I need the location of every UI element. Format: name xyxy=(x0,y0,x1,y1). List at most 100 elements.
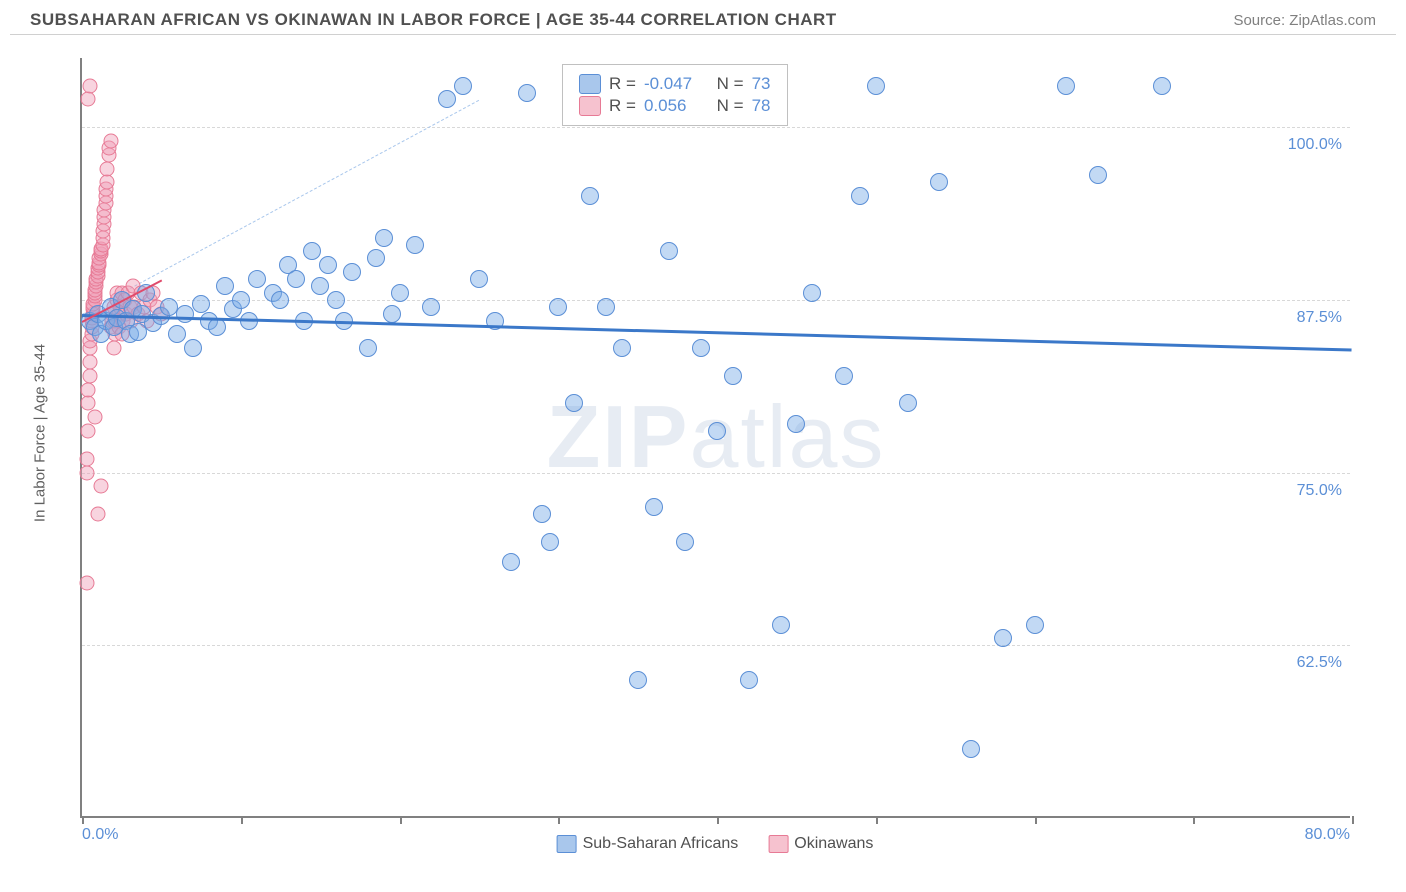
y-tick-label: 87.5% xyxy=(1297,309,1342,327)
point-okinawan xyxy=(103,133,118,148)
point-subsaharan xyxy=(343,263,361,281)
legend-row: R = -0.047 N = 73 xyxy=(579,74,771,94)
point-subsaharan xyxy=(422,298,440,316)
point-subsaharan xyxy=(287,270,305,288)
point-subsaharan xyxy=(1089,166,1107,184)
point-subsaharan xyxy=(192,295,210,313)
point-subsaharan xyxy=(502,553,520,571)
point-subsaharan xyxy=(676,533,694,551)
point-subsaharan xyxy=(565,394,583,412)
point-subsaharan xyxy=(645,498,663,516)
point-subsaharan xyxy=(613,339,631,357)
point-subsaharan xyxy=(533,505,551,523)
gridline xyxy=(82,127,1350,128)
point-subsaharan xyxy=(660,242,678,260)
point-subsaharan xyxy=(319,256,337,274)
n-label: N = xyxy=(712,74,744,94)
point-subsaharan xyxy=(248,270,266,288)
point-okinawan xyxy=(81,396,96,411)
y-tick-label: 62.5% xyxy=(1297,654,1342,672)
point-subsaharan xyxy=(391,284,409,302)
point-okinawan xyxy=(100,161,115,176)
trend-line xyxy=(82,314,1352,352)
point-subsaharan xyxy=(383,305,401,323)
point-subsaharan xyxy=(168,325,186,343)
point-subsaharan xyxy=(375,229,393,247)
y-tick-label: 100.0% xyxy=(1288,136,1342,154)
point-subsaharan xyxy=(454,77,472,95)
point-subsaharan xyxy=(899,394,917,412)
r-value: 0.056 xyxy=(644,96,704,116)
point-subsaharan xyxy=(232,291,250,309)
point-subsaharan xyxy=(311,277,329,295)
x-tick xyxy=(1352,816,1354,824)
x-tick xyxy=(558,816,560,824)
point-subsaharan xyxy=(772,616,790,634)
point-okinawan xyxy=(79,451,94,466)
point-okinawan xyxy=(81,424,96,439)
point-subsaharan xyxy=(438,90,456,108)
point-subsaharan xyxy=(406,236,424,254)
point-subsaharan xyxy=(803,284,821,302)
point-subsaharan xyxy=(367,249,385,267)
x-tick-label: 80.0% xyxy=(1305,826,1350,844)
r-value: -0.047 xyxy=(644,74,704,94)
point-subsaharan xyxy=(724,367,742,385)
legend-label: Sub-Saharan Africans xyxy=(583,835,739,852)
n-value: 73 xyxy=(752,74,771,94)
x-tick xyxy=(1193,816,1195,824)
point-subsaharan xyxy=(359,339,377,357)
point-subsaharan xyxy=(216,277,234,295)
point-subsaharan xyxy=(271,291,289,309)
point-subsaharan xyxy=(851,187,869,205)
r-label: R = xyxy=(609,96,636,116)
point-subsaharan xyxy=(1153,77,1171,95)
point-subsaharan xyxy=(1026,616,1044,634)
legend-row: R = 0.056 N = 78 xyxy=(579,96,771,116)
y-axis-label: In Labor Force | Age 35-44 xyxy=(32,344,49,522)
point-subsaharan xyxy=(208,318,226,336)
point-subsaharan xyxy=(692,339,710,357)
gridline xyxy=(82,645,1350,646)
point-subsaharan xyxy=(835,367,853,385)
point-subsaharan xyxy=(994,629,1012,647)
point-subsaharan xyxy=(541,533,559,551)
chart-header: SUBSAHARAN AFRICAN VS OKINAWAN IN LABOR … xyxy=(10,0,1396,35)
chart-area: In Labor Force | Age 35-44 ZIPatlas R =-… xyxy=(50,48,1350,818)
gridline xyxy=(82,473,1350,474)
point-okinawan xyxy=(87,410,102,425)
legend-label: Okinawans xyxy=(794,835,873,852)
legend-item: Sub-Saharan Africans xyxy=(557,835,739,853)
x-tick xyxy=(82,816,84,824)
x-tick xyxy=(876,816,878,824)
point-subsaharan xyxy=(962,740,980,758)
trend-line xyxy=(82,100,479,315)
point-subsaharan xyxy=(930,173,948,191)
point-subsaharan xyxy=(867,77,885,95)
legend-item: Okinawans xyxy=(768,835,873,853)
point-okinawan xyxy=(82,368,97,383)
plot-region: ZIPatlas R =-0.047 N =73R =0.056 N =78 6… xyxy=(80,58,1350,818)
legend-swatch xyxy=(579,96,601,116)
point-subsaharan xyxy=(629,671,647,689)
point-okinawan xyxy=(81,92,96,107)
point-subsaharan xyxy=(787,415,805,433)
source-label: Source: ZipAtlas.com xyxy=(1233,12,1376,29)
legend-swatch xyxy=(557,835,577,853)
point-subsaharan xyxy=(581,187,599,205)
r-label: R = xyxy=(609,74,636,94)
point-subsaharan xyxy=(1057,77,1075,95)
point-okinawan xyxy=(82,78,97,93)
point-subsaharan xyxy=(549,298,567,316)
point-okinawan xyxy=(79,576,94,591)
point-subsaharan xyxy=(327,291,345,309)
point-subsaharan xyxy=(740,671,758,689)
x-tick xyxy=(717,816,719,824)
n-value: 78 xyxy=(752,96,771,116)
point-okinawan xyxy=(81,382,96,397)
n-label: N = xyxy=(712,96,744,116)
legend-swatch xyxy=(579,74,601,94)
point-subsaharan xyxy=(708,422,726,440)
point-subsaharan xyxy=(303,242,321,260)
x-tick xyxy=(400,816,402,824)
